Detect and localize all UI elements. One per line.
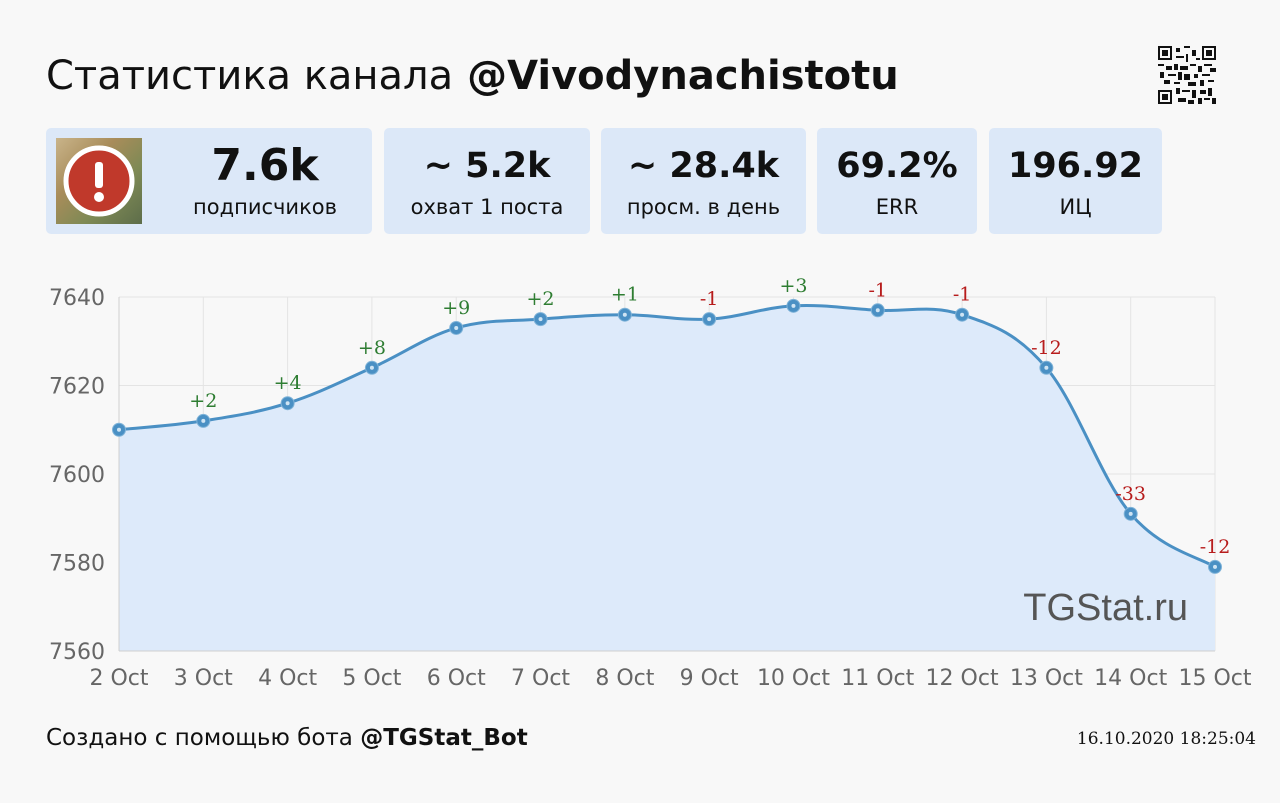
data-point-center — [622, 312, 627, 317]
channel-handle[interactable]: @Vivodynachistotu — [467, 53, 899, 99]
x-tick-label: 13 Oct — [1010, 666, 1083, 691]
stat-card-citation-index: 196.92 ИЦ — [989, 128, 1162, 234]
footer-credit: Создано с помощью бота @TGStat_Bot — [46, 722, 528, 754]
x-tick-label: 4 Oct — [258, 666, 317, 691]
x-tick-label: 12 Oct — [926, 666, 999, 691]
y-tick-label: 7640 — [49, 286, 105, 311]
x-tick-label: 10 Oct — [757, 666, 830, 691]
x-tick-label: 9 Oct — [680, 666, 739, 691]
avatar — [56, 138, 142, 224]
exclamation-icon — [63, 145, 135, 217]
x-tick-label: 8 Oct — [595, 666, 654, 691]
x-tick-label: 6 Oct — [427, 666, 486, 691]
timestamp: 16.10.2020 18:25:04 — [1076, 729, 1256, 749]
page-title: Статистика канала @Vivodynachistotu — [46, 50, 899, 102]
data-point-center — [369, 365, 374, 370]
data-label: -12 — [1200, 536, 1231, 558]
subscribers-label: подписчиков — [193, 195, 337, 219]
footer-prefix: Создано с помощью бота — [46, 725, 353, 751]
x-tick-label: 2 Oct — [89, 666, 148, 691]
daily-views-value: ~ 28.4k — [627, 146, 780, 186]
data-point-center — [791, 303, 796, 308]
data-point-center — [875, 308, 880, 313]
data-label: +4 — [274, 372, 302, 394]
x-tick-label: 15 Oct — [1178, 666, 1251, 691]
daily-views-label: просм. в день — [626, 195, 781, 219]
x-tick-label: 14 Oct — [1094, 666, 1167, 691]
data-label: +1 — [611, 284, 639, 306]
x-tick-label: 11 Oct — [841, 666, 914, 691]
data-point-center — [707, 317, 712, 322]
title-prefix: Статистика канала — [46, 53, 454, 99]
stat-card-reach: ~ 5.2k охват 1 поста — [384, 128, 590, 234]
data-label: +8 — [358, 337, 386, 359]
stat-card-err: 69.2% ERR — [817, 128, 977, 234]
data-label: +3 — [779, 275, 807, 297]
series-area — [119, 305, 1215, 651]
data-point-center — [1044, 365, 1049, 370]
bot-handle[interactable]: @TGStat_Bot — [360, 725, 528, 751]
data-label: -1 — [700, 288, 719, 310]
stat-card-daily-views: ~ 28.4k просм. в день — [601, 128, 806, 234]
err-value: 69.2% — [836, 146, 958, 186]
data-point-center — [201, 418, 206, 423]
data-point-center — [454, 325, 459, 330]
stat-card-subscribers: 7.6k подписчиков — [46, 128, 372, 234]
data-point-center — [960, 312, 965, 317]
data-point-center — [538, 317, 543, 322]
series-line — [118, 304, 1216, 569]
y-tick-label: 7580 — [49, 552, 105, 577]
citation-index-value: 196.92 — [1007, 146, 1144, 186]
data-label: -1 — [869, 279, 888, 301]
data-label: -1 — [953, 284, 972, 306]
y-tick-label: 7620 — [49, 375, 105, 400]
data-point-center — [117, 427, 121, 432]
x-tick-label: 5 Oct — [342, 666, 401, 691]
data-label: +2 — [527, 288, 555, 310]
x-tick-label: 3 Oct — [174, 666, 233, 691]
data-label: +2 — [189, 390, 217, 412]
data-point-center — [285, 401, 290, 406]
y-tick-label: 7600 — [49, 463, 105, 488]
data-label: +9 — [442, 297, 470, 319]
x-tick-label: 7 Oct — [511, 666, 570, 691]
data-label: -33 — [1115, 483, 1146, 505]
y-tick-label: 7560 — [49, 640, 105, 665]
reach-value: ~ 5.2k — [423, 146, 551, 186]
citation-index-label: ИЦ — [1059, 195, 1092, 219]
data-label: -12 — [1031, 337, 1062, 359]
subscribers-value: 7.6k — [211, 140, 319, 191]
data-point-center — [1128, 511, 1133, 516]
watermark: TGStat.ru — [1023, 587, 1188, 629]
data-point-center — [1213, 564, 1217, 569]
err-label: ERR — [875, 195, 919, 219]
qr-code-icon — [1158, 46, 1216, 104]
reach-label: охват 1 поста — [410, 195, 564, 219]
